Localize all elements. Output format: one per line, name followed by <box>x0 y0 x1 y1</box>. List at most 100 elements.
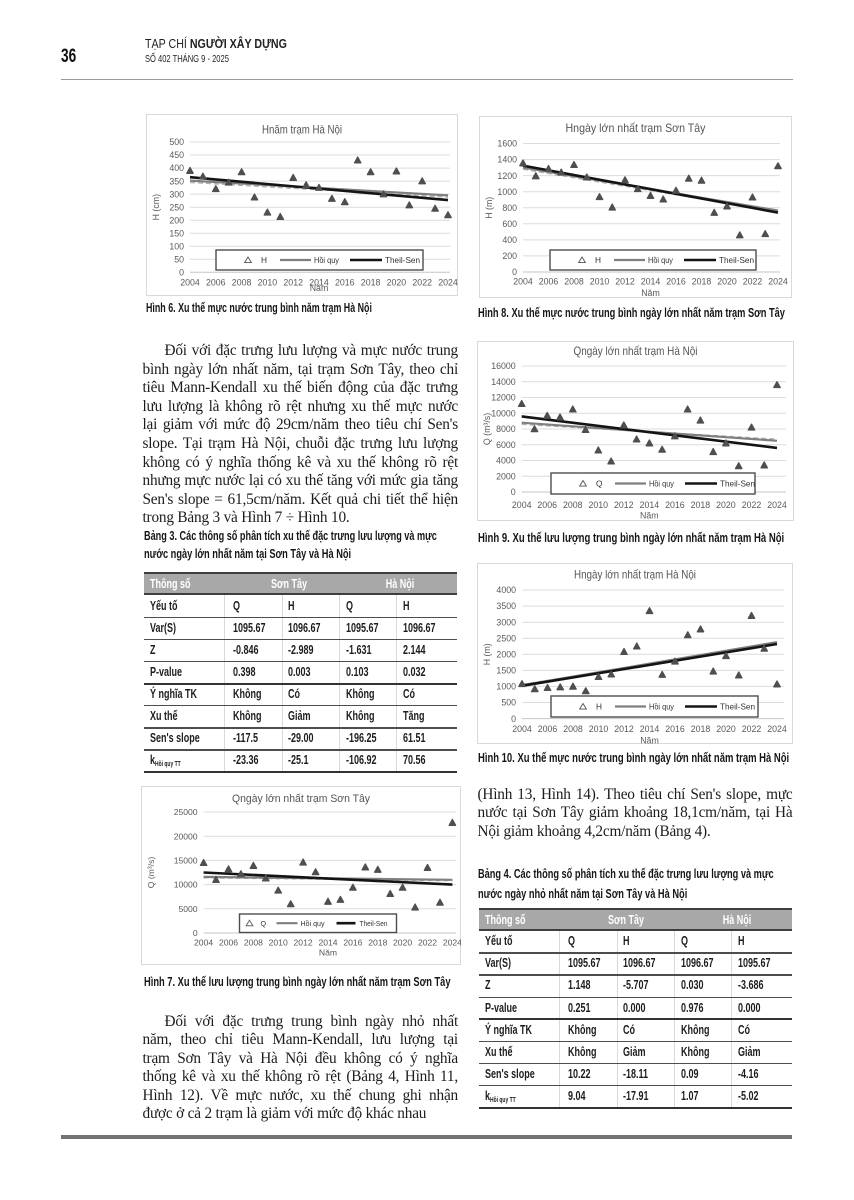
svg-text:2014: 2014 <box>318 938 337 948</box>
svg-text:0: 0 <box>511 487 516 497</box>
svg-text:H: H <box>261 255 267 265</box>
svg-text:Năm: Năm <box>319 948 337 958</box>
svg-text:400: 400 <box>169 163 184 173</box>
svg-text:2018: 2018 <box>691 500 711 510</box>
svg-text:Theil-Sen: Theil-Sen <box>720 702 755 712</box>
svg-text:2024: 2024 <box>767 500 787 510</box>
svg-text:2020: 2020 <box>716 724 736 734</box>
svg-text:0: 0 <box>193 928 198 938</box>
svg-text:25000: 25000 <box>174 807 198 817</box>
svg-text:Q: Q <box>596 479 603 489</box>
svg-text:2022: 2022 <box>743 277 763 287</box>
svg-text:2006: 2006 <box>539 277 559 287</box>
svg-text:2004: 2004 <box>513 277 533 287</box>
svg-text:0: 0 <box>512 267 517 277</box>
svg-text:2004: 2004 <box>194 938 213 948</box>
svg-text:Hngày lớn nhất trạm Sơn Tây: Hngày lớn nhất trạm Sơn Tây <box>566 121 706 135</box>
svg-text:Theil-Sen: Theil-Sen <box>360 919 388 928</box>
svg-text:Năm: Năm <box>640 736 659 745</box>
svg-text:2018: 2018 <box>368 938 387 948</box>
svg-text:500: 500 <box>501 698 516 708</box>
svg-text:2018: 2018 <box>692 277 712 287</box>
svg-text:2016: 2016 <box>335 277 355 287</box>
svg-text:H (m): H (m) <box>484 197 494 219</box>
svg-text:Năm: Năm <box>640 511 659 521</box>
svg-text:4000: 4000 <box>496 456 516 466</box>
svg-text:Hngày lớn nhất trạm Hà Nội: Hngày lớn nhất trạm Hà Nội <box>574 568 696 582</box>
svg-text:2008: 2008 <box>563 500 583 510</box>
svg-text:150: 150 <box>169 228 184 238</box>
svg-text:50: 50 <box>174 254 184 264</box>
svg-text:6000: 6000 <box>496 440 516 450</box>
svg-text:2024: 2024 <box>768 277 788 287</box>
svg-text:300: 300 <box>169 189 184 199</box>
svg-text:2010: 2010 <box>589 500 609 510</box>
svg-text:15000: 15000 <box>174 856 198 866</box>
svg-text:H: H <box>595 255 601 265</box>
svg-text:Qngày lớn nhất trạm Sơn Tây: Qngày lớn nhất trạm Sơn Tây <box>232 793 370 805</box>
svg-text:2024: 2024 <box>443 938 461 948</box>
svg-text:2016: 2016 <box>343 938 362 948</box>
svg-text:Qngày lớn nhất trạm Hà Nội: Qngày lớn nhất trạm Hà Nội <box>574 344 698 358</box>
svg-text:2016: 2016 <box>665 500 685 510</box>
svg-text:3500: 3500 <box>496 601 516 611</box>
svg-text:2024: 2024 <box>438 277 458 287</box>
svg-text:2014: 2014 <box>641 277 661 287</box>
svg-text:10000: 10000 <box>174 880 198 890</box>
svg-text:600: 600 <box>502 219 517 229</box>
svg-text:2016: 2016 <box>665 724 685 734</box>
svg-text:1000: 1000 <box>496 682 516 692</box>
svg-text:Hồi quy: Hồi quy <box>648 255 674 265</box>
svg-text:2006: 2006 <box>537 500 557 510</box>
svg-text:1200: 1200 <box>497 171 517 181</box>
svg-text:H: H <box>596 702 602 712</box>
svg-text:20000: 20000 <box>174 831 198 841</box>
svg-text:14000: 14000 <box>491 377 516 387</box>
svg-text:350: 350 <box>169 176 184 186</box>
svg-text:Q (m³/s): Q (m³/s) <box>146 857 156 889</box>
svg-text:Theil-Sen: Theil-Sen <box>720 479 755 489</box>
svg-text:800: 800 <box>502 203 517 213</box>
svg-text:2012: 2012 <box>283 277 303 287</box>
svg-text:2006: 2006 <box>206 277 226 287</box>
svg-text:2012: 2012 <box>614 724 634 734</box>
svg-text:1500: 1500 <box>496 666 516 676</box>
svg-text:2500: 2500 <box>496 633 516 643</box>
svg-text:3000: 3000 <box>496 617 516 627</box>
svg-text:2008: 2008 <box>563 724 583 734</box>
svg-text:2006: 2006 <box>219 938 238 948</box>
svg-text:2012: 2012 <box>294 938 313 948</box>
svg-text:2010: 2010 <box>269 938 288 948</box>
svg-text:Hồi quy: Hồi quy <box>301 919 325 928</box>
svg-text:Hồi quy: Hồi quy <box>649 702 675 712</box>
svg-text:200: 200 <box>169 215 184 225</box>
svg-text:2020: 2020 <box>716 500 736 510</box>
svg-text:8000: 8000 <box>496 424 516 434</box>
svg-text:1000: 1000 <box>497 187 517 197</box>
svg-text:2000: 2000 <box>496 650 516 660</box>
svg-text:Năm: Năm <box>641 288 660 298</box>
svg-text:4000: 4000 <box>496 585 516 595</box>
svg-text:5000: 5000 <box>178 904 197 914</box>
svg-text:250: 250 <box>169 202 184 212</box>
svg-text:2008: 2008 <box>244 938 263 948</box>
svg-text:H (cm): H (cm) <box>151 194 161 220</box>
svg-text:0: 0 <box>511 714 516 724</box>
svg-text:2018: 2018 <box>361 277 381 287</box>
svg-text:12000: 12000 <box>491 393 516 403</box>
svg-text:2022: 2022 <box>412 277 432 287</box>
svg-text:Theil-Sen: Theil-Sen <box>385 255 420 265</box>
svg-text:2020: 2020 <box>393 938 412 948</box>
svg-text:2020: 2020 <box>387 277 407 287</box>
svg-text:2020: 2020 <box>717 277 737 287</box>
svg-text:2012: 2012 <box>614 500 634 510</box>
svg-text:H (m): H (m) <box>482 643 492 665</box>
svg-text:2018: 2018 <box>691 724 711 734</box>
svg-text:2010: 2010 <box>590 277 610 287</box>
svg-text:Năm: Năm <box>310 283 329 293</box>
svg-text:Hồi quy: Hồi quy <box>649 479 675 489</box>
svg-text:2024: 2024 <box>767 724 787 734</box>
svg-text:500: 500 <box>169 137 184 147</box>
svg-text:2014: 2014 <box>309 277 329 287</box>
svg-text:2010: 2010 <box>589 724 609 734</box>
